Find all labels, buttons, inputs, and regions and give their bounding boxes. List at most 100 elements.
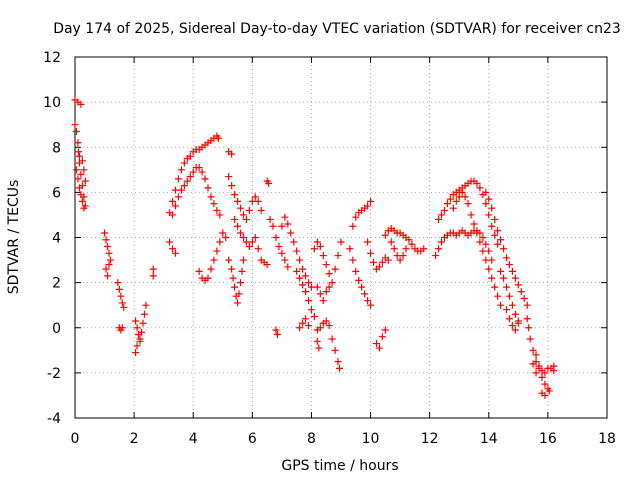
data-point — [316, 324, 324, 332]
series-hour12.5-lower — [432, 227, 496, 264]
data-point — [375, 344, 383, 352]
data-point — [488, 222, 496, 230]
data-point — [467, 211, 475, 219]
data-point — [491, 231, 499, 239]
series-hour5-mid — [231, 215, 271, 269]
data-point — [331, 346, 339, 354]
data-point — [399, 252, 407, 260]
data-point — [364, 297, 372, 305]
series-early-high — [71, 121, 89, 210]
data-point — [310, 245, 318, 253]
data-point — [313, 337, 321, 345]
data-point — [432, 252, 440, 260]
data-point — [80, 166, 88, 174]
data-point — [479, 247, 487, 255]
series-hour9.5 — [346, 197, 375, 309]
data-point — [102, 236, 110, 244]
data-point — [299, 319, 307, 327]
data-point — [355, 276, 363, 284]
data-point — [281, 256, 289, 264]
series-hour5-drop — [225, 256, 247, 307]
data-point — [239, 234, 247, 241]
y-tick-label: 6 — [52, 185, 61, 201]
data-point — [204, 184, 212, 192]
data-point — [213, 206, 221, 214]
data-point — [234, 222, 242, 230]
data-point — [532, 369, 540, 377]
data-point — [101, 229, 109, 237]
data-point — [72, 166, 80, 174]
data-point — [239, 256, 247, 264]
data-point — [235, 290, 243, 298]
y-tick-label: 12 — [43, 50, 61, 66]
data-point — [526, 335, 534, 343]
series-hour7 — [272, 213, 315, 339]
data-point — [104, 243, 112, 251]
data-point — [225, 256, 233, 264]
series-hour10 — [364, 238, 392, 352]
data-point — [532, 351, 540, 359]
data-point — [322, 317, 330, 325]
data-point — [488, 204, 496, 212]
x-tick-label: 14 — [480, 431, 498, 447]
data-point — [140, 310, 148, 318]
y-tick-label: 8 — [52, 140, 61, 156]
data-point — [302, 272, 310, 280]
data-point — [535, 362, 543, 370]
data-point — [482, 200, 490, 208]
data-point — [420, 245, 428, 253]
data-point — [275, 243, 283, 251]
series-morning-mid — [166, 229, 230, 284]
data-point — [228, 265, 236, 273]
data-point — [545, 387, 553, 395]
data-point — [396, 256, 404, 264]
grid — [75, 57, 607, 418]
data-point — [514, 281, 522, 289]
data-point — [216, 211, 224, 219]
data-point — [195, 267, 203, 275]
data-point — [503, 306, 511, 314]
data-point — [529, 360, 537, 368]
data-point — [485, 247, 493, 255]
data-point — [449, 204, 457, 212]
series-hour2 — [132, 301, 150, 357]
data-point — [494, 240, 502, 248]
data-point — [491, 283, 499, 291]
data-point — [482, 240, 490, 248]
data-point — [245, 243, 253, 251]
data-point — [302, 288, 310, 296]
data-point — [322, 261, 330, 269]
data-point — [505, 292, 513, 300]
data-point — [139, 319, 147, 327]
data-point — [313, 283, 321, 291]
data-point — [169, 245, 177, 253]
x-tick-label: 16 — [539, 431, 557, 447]
data-point — [248, 238, 256, 246]
data-point — [541, 391, 549, 399]
data-point — [402, 245, 410, 253]
data-point — [352, 213, 360, 221]
data-point — [254, 197, 262, 205]
data-point — [213, 247, 221, 255]
data-point — [296, 274, 304, 282]
data-point — [278, 222, 286, 230]
data-point — [405, 236, 413, 244]
series-hour15.5 — [523, 315, 558, 399]
data-point — [269, 222, 277, 230]
data-point — [378, 333, 386, 341]
data-point — [273, 331, 281, 339]
data-point — [245, 206, 253, 214]
data-point — [443, 200, 451, 208]
data-point — [485, 265, 493, 273]
data-point — [254, 245, 262, 253]
data-point — [452, 197, 460, 205]
data-point — [497, 236, 505, 244]
data-point — [437, 211, 445, 219]
data-point — [473, 229, 481, 237]
data-point — [361, 290, 369, 298]
data-point — [229, 274, 237, 282]
data-point — [387, 238, 395, 246]
data-point — [307, 306, 315, 314]
x-tick-label: 8 — [307, 431, 316, 447]
data-point — [511, 326, 519, 334]
